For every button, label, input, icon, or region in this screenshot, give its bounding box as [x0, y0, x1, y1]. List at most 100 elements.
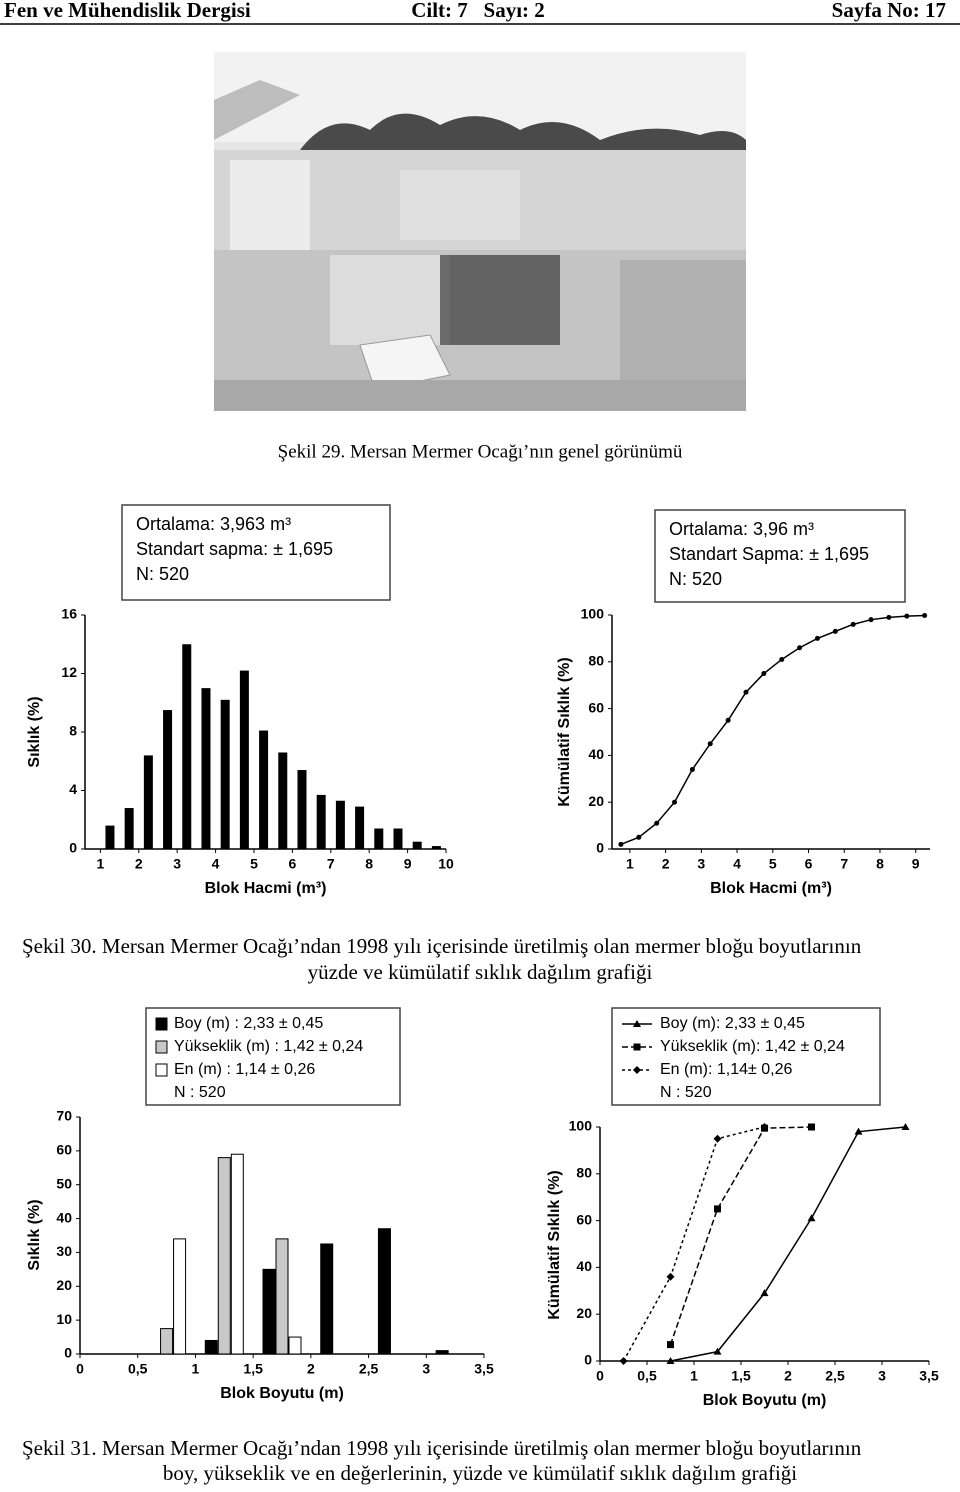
x-tick-label: 2: [135, 856, 143, 872]
bar: [201, 688, 211, 849]
caption: Şekil 30. Mersan Mermer Ocağı’ndan 1998 …: [22, 934, 862, 958]
y-tick-label: 0: [69, 840, 77, 856]
legend-label: Yükseklik (m) : 1,42 ± 0,24: [174, 1038, 363, 1055]
x-tick-label: 6: [805, 856, 813, 872]
y-tick-label: 10: [56, 1311, 72, 1327]
marker: [761, 671, 767, 676]
x-tick-label: 8: [365, 856, 373, 872]
y-tick-label: 20: [56, 1277, 72, 1293]
y-tick-label: 80: [576, 1165, 592, 1181]
legend-box: [121, 504, 391, 601]
bar: [143, 755, 153, 849]
caption: Şekil 31. Mersan Mermer Ocağı’ndan 1998 …: [22, 1436, 862, 1460]
marker: [713, 1134, 722, 1143]
x-tick-label: 0: [596, 1368, 604, 1384]
bar: [124, 808, 134, 849]
x-tick-label: 1,5: [731, 1368, 751, 1384]
x-tick-label: 1: [690, 1368, 698, 1384]
y-tick-label: 60: [56, 1142, 72, 1158]
x-tick-label: 1: [626, 856, 634, 872]
marker: [636, 834, 642, 840]
y-tick-label: 50: [56, 1175, 72, 1191]
marker: [832, 628, 838, 634]
line: [620, 614, 925, 846]
bar: [297, 770, 307, 849]
x-tick-label: 3,5: [474, 1361, 494, 1377]
y-tick-label: 8: [69, 723, 77, 739]
legend-box: [611, 1007, 881, 1106]
marker: [797, 645, 803, 651]
bar: [217, 1157, 231, 1355]
x-tick-label: 2: [784, 1368, 792, 1384]
marker: [633, 1066, 641, 1074]
marker: [714, 1205, 721, 1213]
marker: [901, 1123, 910, 1130]
x-tick-label: 8: [876, 856, 884, 872]
y-tick-label: 4: [69, 781, 77, 797]
y-tick-label: 0: [584, 1352, 592, 1368]
x-tick-label: 3: [878, 1368, 886, 1384]
legend-label: En (m) : 1,14 ± 0,26: [174, 1061, 315, 1078]
bar: [355, 806, 365, 849]
bar: [335, 800, 345, 849]
x-tick-label: 0: [76, 1361, 84, 1377]
bar: [316, 794, 326, 849]
bar: [239, 670, 249, 849]
legend-label: Yükseklik (m): 1,42 ± 0,24: [660, 1038, 845, 1055]
y-tick-label: 70: [56, 1108, 72, 1124]
x-tick-label: 0,5: [637, 1368, 657, 1384]
x-tick-label: 1: [96, 856, 104, 872]
marker: [743, 689, 749, 695]
page-number: Sayfa No: 17: [832, 0, 946, 22]
x-axis-label: Blok Boyutu (m): [703, 1392, 827, 1409]
stat-text: Ortalama: 3,963 m³: [136, 514, 291, 534]
marker: [633, 1020, 641, 1027]
x-tick-label: 0,5: [128, 1361, 148, 1377]
x-tick-label: 3,5: [919, 1368, 939, 1384]
bar: [278, 752, 288, 849]
marker: [922, 612, 928, 618]
x-tick-label: 9: [912, 856, 920, 872]
y-axis-label: Sıklık (%): [26, 1199, 43, 1270]
bar: [262, 1268, 276, 1355]
marker: [854, 1127, 863, 1135]
bar: [435, 1350, 449, 1355]
stat-text: N: 520: [669, 569, 722, 589]
y-tick-label: 20: [576, 1305, 592, 1321]
bar: [230, 1153, 244, 1355]
marker: [666, 1357, 675, 1364]
x-axis-label: Blok Hacmi (m³): [205, 880, 327, 897]
y-axis-label: Sıklık (%): [26, 696, 43, 767]
x-tick-label: 3: [422, 1361, 430, 1377]
x-tick-label: 2,5: [825, 1368, 845, 1384]
y-tick-label: 40: [576, 1258, 592, 1274]
legend-label: En (m): 1,14± 0,26: [660, 1061, 793, 1078]
x-tick-label: 4: [212, 856, 220, 872]
bar: [377, 1228, 391, 1355]
x-tick-label: 1: [192, 1361, 200, 1377]
caption: Şekil 29. Mersan Mermer Ocağı’nın genel …: [278, 441, 683, 462]
caption: yüzde ve kümülatif sıklık dağılım grafiğ…: [308, 960, 653, 984]
marker: [619, 1357, 628, 1365]
caption: boy, yükseklik ve en değerlerinin, yüzde…: [163, 1461, 797, 1485]
marker: [808, 1123, 815, 1131]
line: [622, 1126, 765, 1362]
marker: [886, 614, 892, 620]
x-tick-label: 5: [250, 856, 258, 872]
legend-box: [145, 1007, 401, 1106]
bar: [204, 1339, 218, 1355]
bar: [173, 1238, 187, 1355]
marker: [713, 1347, 722, 1355]
legend-note: N : 520: [174, 1084, 226, 1101]
y-tick-label: 0: [64, 1345, 72, 1361]
marker: [904, 613, 910, 619]
x-tick-label: 2: [662, 856, 670, 872]
marker: [618, 841, 624, 847]
marker: [707, 741, 713, 747]
y-tick-label: 60: [588, 699, 604, 715]
bar: [163, 710, 173, 849]
bar: [431, 846, 441, 849]
y-axis-label: Kümülatif Sıklık (%): [546, 1170, 563, 1319]
x-tick-label: 6: [288, 856, 296, 872]
